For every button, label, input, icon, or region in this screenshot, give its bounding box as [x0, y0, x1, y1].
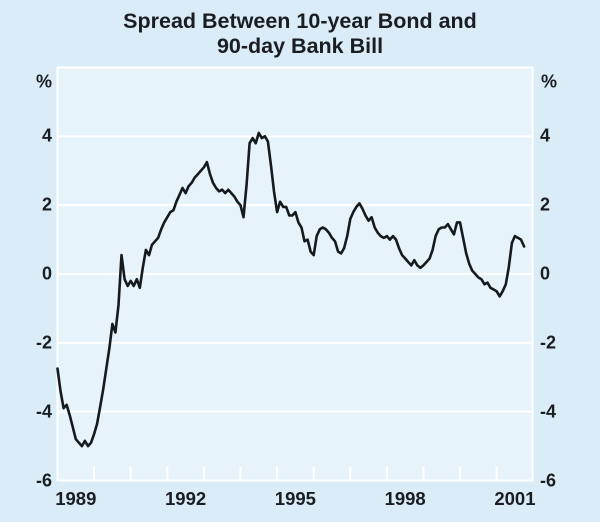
x-axis-year-label: 1992 — [165, 488, 207, 509]
y-axis-tick-label-left: -2 — [35, 332, 52, 353]
plot-frame — [56, 66, 534, 482]
x-axis-year-label: 2001 — [494, 488, 536, 509]
y-axis-tick-label-left: 2 — [41, 194, 52, 215]
chart-title-line-2: 90-day Bank Bill — [216, 34, 384, 58]
y-axis-unit-left: % — [35, 71, 52, 92]
y-axis-tick-label-left: -6 — [35, 470, 52, 490]
x-axis-year-label: 1995 — [274, 488, 316, 509]
x-axis-year-label: 1989 — [55, 488, 97, 509]
data-line — [56, 131, 526, 448]
y-axis-tick-label-right: -4 — [540, 401, 557, 422]
y-axis-tick-label-left: -4 — [35, 401, 52, 422]
y-axis-tick-label-right: 0 — [540, 263, 551, 284]
chart-title: Spread Between 10-year Bond and 90-day B… — [0, 9, 600, 59]
y-axis-tick-label-right: -2 — [540, 332, 557, 353]
y-axis-tick-label-left: 4 — [41, 125, 52, 146]
y-axis-tick-label-right: 2 — [540, 194, 551, 215]
chart-title-line-1: Spread Between 10-year Bond and — [123, 9, 477, 33]
y-axis-unit-right: % — [541, 71, 558, 92]
y-axis-tick-label-right: -6 — [540, 470, 557, 490]
y-axis-tick-label-left: 0 — [41, 263, 52, 284]
x-axis-year-label: 1998 — [384, 488, 426, 509]
y-axis-tick-label-right: 4 — [540, 125, 551, 146]
